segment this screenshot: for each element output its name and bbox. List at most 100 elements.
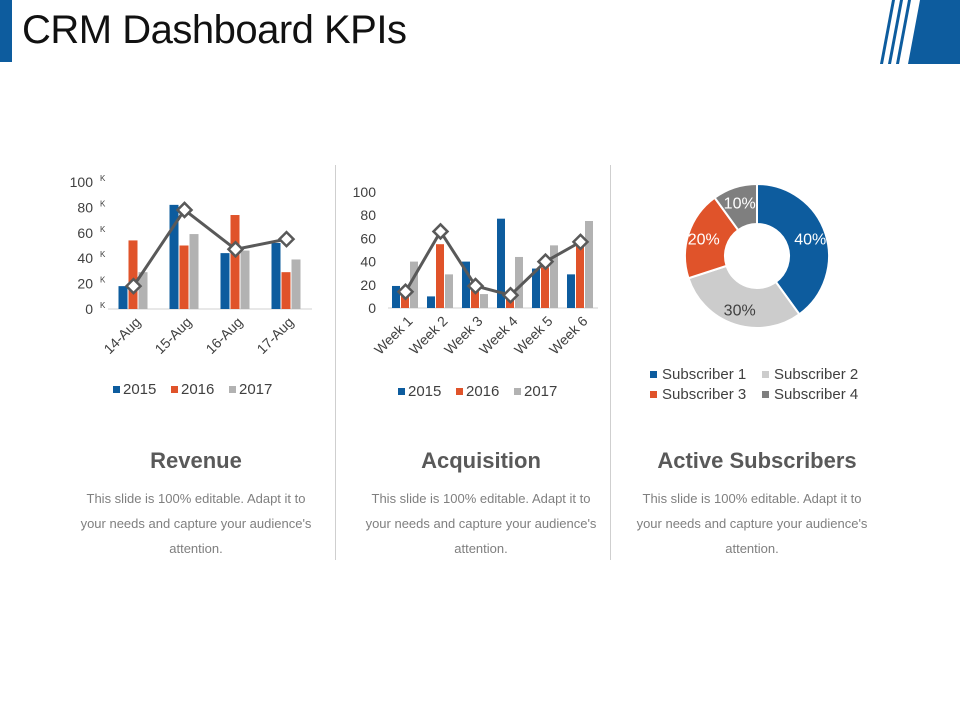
x-tick-label: 16-Aug	[202, 314, 245, 357]
y-tick-label: 20	[77, 276, 93, 292]
acquisition-description: This slide is 100% editable. Adapt it to…	[365, 491, 597, 556]
y-tick-label: 40	[360, 254, 376, 270]
bar-2016	[541, 267, 549, 308]
y-tick-unit: K	[100, 276, 106, 285]
x-tick-label: Week 6	[546, 313, 591, 358]
bar-2015	[169, 204, 179, 309]
y-tick-label: 20	[360, 277, 376, 293]
slice-label: 10%	[724, 196, 756, 213]
slice-subscriber-2	[687, 264, 801, 329]
legend-label: 2016	[466, 383, 499, 400]
legend-label: 2016	[181, 381, 214, 398]
x-tick-label: Week 5	[511, 313, 556, 358]
trend-marker	[396, 282, 415, 301]
legend-label: 2015	[123, 381, 156, 398]
y-tick-label: 80	[77, 199, 93, 215]
trend-marker	[571, 233, 590, 251]
slice-subscriber-4	[713, 182, 758, 232]
slice-label: 40%	[794, 232, 826, 249]
legend-swatch	[762, 371, 769, 378]
x-tick-label: 17-Aug	[253, 314, 296, 357]
legend-swatch	[650, 371, 657, 378]
subscribers-description: This slide is 100% editable. Adapt it to…	[636, 491, 868, 556]
legend-label: Subscriber 2	[774, 366, 858, 383]
bar-2016	[179, 245, 189, 309]
divider-left	[335, 165, 336, 560]
trend-marker	[226, 240, 245, 259]
y-tick-label: 0	[368, 300, 376, 316]
bar-2015	[220, 253, 230, 309]
legend-label: 2015	[408, 383, 441, 400]
legend-label: Subscriber 3	[662, 386, 746, 403]
bar-2017	[445, 274, 453, 308]
bar-2017	[550, 245, 558, 308]
bar-2016	[128, 240, 138, 309]
slice-label: 30%	[724, 302, 756, 319]
legend-swatch-2016	[456, 388, 463, 395]
subscribers-chart: 40% 30% 20% 10% Subscriber 1 Subscriber 2 Subs…	[650, 182, 858, 403]
page-title: CRM Dashboard KPIs	[22, 8, 407, 52]
bar-2015	[118, 286, 128, 309]
acquisition-title: Acquisition	[421, 448, 541, 473]
revenue-description: This slide is 100% editable. Adapt it to…	[80, 491, 312, 556]
bar-2015	[392, 285, 400, 308]
bar-2016	[471, 287, 479, 308]
trend-marker	[501, 286, 520, 305]
y-tick-unit: K	[100, 301, 106, 310]
legend-swatch-2015	[398, 388, 405, 395]
trend-line	[132, 207, 287, 287]
x-tick-label: 15-Aug	[151, 314, 194, 357]
trend-marker	[175, 201, 194, 219]
corner-decoration	[880, 0, 960, 64]
title-accent-bar	[0, 0, 12, 62]
subscribers-title: Active Subscribers	[657, 448, 857, 473]
y-tick-unit: K	[100, 174, 106, 183]
y-tick-label: 60	[77, 225, 93, 241]
bar-2017	[138, 272, 148, 309]
legend-swatch-2017	[514, 388, 521, 395]
y-tick-unit: K	[100, 199, 106, 208]
legend-label: Subscriber 4	[774, 386, 858, 403]
trend-marker	[466, 277, 485, 295]
y-tick-label: 100	[353, 184, 377, 200]
bar-2015	[271, 242, 281, 309]
slice-subscriber-1	[756, 182, 830, 316]
bar-2016	[281, 272, 291, 309]
y-tick-label: 80	[360, 207, 376, 223]
bar-2017	[480, 294, 488, 308]
y-tick-label: 0	[85, 301, 93, 317]
slice-label: 20%	[688, 232, 720, 249]
x-tick-label: 14-Aug	[100, 314, 143, 357]
legend-swatch	[650, 391, 657, 398]
trend-marker	[431, 222, 450, 241]
bar-2017	[515, 256, 523, 308]
legend-label: 2017	[239, 381, 272, 398]
legend-swatch-2016	[171, 386, 178, 393]
bar-2017	[240, 250, 250, 309]
legend-label: Subscriber 1	[662, 366, 746, 383]
bar-2017	[291, 259, 301, 309]
x-tick-label: Week 3	[441, 313, 486, 358]
x-tick-label: Week 1	[371, 313, 416, 358]
legend-swatch	[762, 391, 769, 398]
trend-marker	[277, 230, 296, 248]
bar-2016	[576, 244, 584, 308]
y-tick-label: 40	[77, 250, 93, 266]
y-tick-unit: K	[100, 250, 106, 259]
trend-line	[404, 228, 582, 297]
bar-2015	[462, 261, 470, 308]
legend-swatch-2015	[113, 386, 120, 393]
bar-2015	[427, 296, 435, 308]
bar-2017	[410, 261, 418, 308]
bar-2016	[230, 215, 240, 309]
divider-right	[610, 165, 611, 560]
bar-2017	[585, 221, 593, 308]
bar-2017	[189, 234, 199, 309]
x-tick-label: Week 4	[476, 313, 521, 358]
trend-marker	[124, 277, 143, 295]
bar-2015	[532, 268, 540, 308]
bar-2015	[497, 218, 505, 308]
y-tick-label: 100	[70, 174, 94, 190]
